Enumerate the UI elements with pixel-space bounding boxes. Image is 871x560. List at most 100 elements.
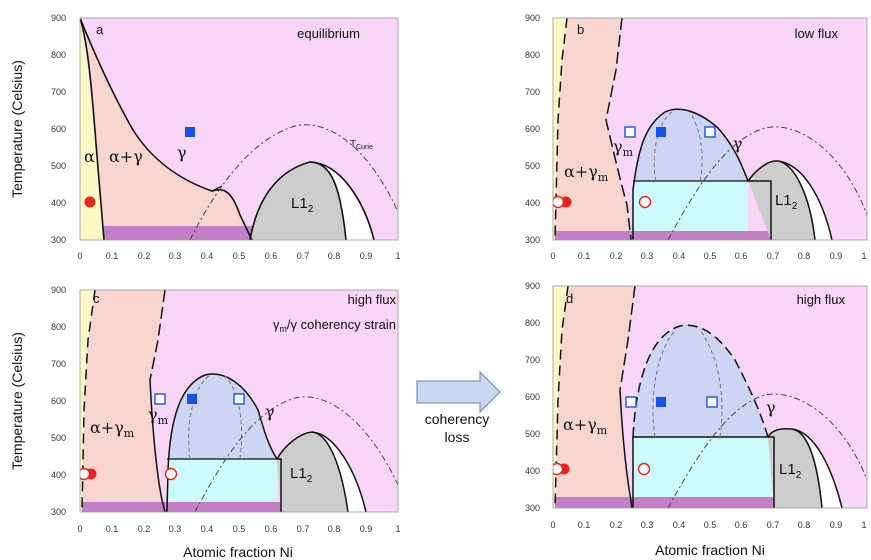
panel-condition: high flux (348, 292, 397, 307)
svg-text:900: 900 (51, 285, 66, 295)
axis-ticks: 900 800 700 600 500 400 300 0 0.1 0.2 0.3 0.4 0.5… (525, 13, 867, 261)
svg-text:0.3: 0.3 (641, 520, 654, 530)
open-square-marker (625, 396, 637, 408)
svg-text:0.4: 0.4 (673, 520, 686, 530)
alpha-region (80, 290, 95, 512)
svg-text:0.3: 0.3 (169, 251, 182, 261)
axis-ticks: 900 800 700 600 500 400 300 0 0.1 0.2 0.3 0.4 0.5… (525, 281, 867, 530)
svg-text:1: 1 (395, 524, 400, 534)
svg-text:1: 1 (395, 251, 400, 261)
phase-label-gamma: γ (177, 143, 187, 162)
svg-text:500: 500 (51, 161, 66, 171)
open-circle-marker (164, 467, 178, 481)
two-phase-white-region (310, 162, 374, 240)
svg-text:0.3: 0.3 (641, 251, 654, 261)
panel-condition: high flux (797, 292, 846, 307)
y-axis-label-bottom: Temperature (Celsius) (9, 332, 25, 470)
alpha-gamma-region (80, 18, 252, 240)
l12-region (768, 428, 822, 508)
y-axis-label-top: Temperature (Celsius) (9, 60, 25, 198)
svg-text:0.5: 0.5 (704, 251, 717, 261)
l12-region (250, 162, 346, 240)
open-square-marker (154, 393, 166, 405)
svg-text:0.1: 0.1 (578, 251, 591, 261)
filled-circle-marker (84, 196, 96, 208)
x-axis-label-right: Atomic fraction Ni (655, 542, 765, 558)
phase-label-gamma: γ (766, 398, 776, 417)
svg-text:0.9: 0.9 (830, 251, 843, 261)
svg-text:0.1: 0.1 (106, 524, 119, 534)
purple-band (104, 226, 252, 240)
open-square-marker (706, 396, 718, 408)
svg-text:0.6: 0.6 (735, 251, 748, 261)
svg-text:0.5: 0.5 (233, 524, 246, 534)
svg-text:0.5: 0.5 (704, 520, 717, 530)
curie-curve (667, 393, 867, 508)
svg-text:0: 0 (77, 524, 82, 534)
arrow-label-line1: coherency (424, 411, 490, 427)
svg-text:0.9: 0.9 (830, 520, 843, 530)
plot-frame (552, 285, 868, 509)
coherency-loss-arrow-icon (416, 370, 501, 414)
svg-text:500: 500 (525, 429, 540, 439)
svg-text:800: 800 (525, 50, 540, 60)
alpha-region (553, 18, 567, 240)
svg-text:1: 1 (861, 251, 866, 261)
open-circle-marker (553, 195, 565, 209)
svg-text:0.7: 0.7 (767, 251, 780, 261)
svg-text:600: 600 (51, 396, 66, 406)
axis-ticks: 900 800 700 600 500 400 300 0 0.1 0.2 0.3 0.4 0.5… (51, 13, 401, 261)
open-circle-marker (553, 462, 564, 476)
svg-text:700: 700 (525, 87, 540, 97)
alpha-gamma-region (555, 18, 631, 240)
alpha-gamma-region (555, 286, 635, 508)
svg-text:700: 700 (51, 359, 66, 369)
phase-label-alpha-gamma-m: α+γm (90, 418, 135, 440)
svg-text:900: 900 (51, 13, 66, 23)
svg-text:0.2: 0.2 (138, 251, 151, 261)
alpha-region (553, 286, 568, 508)
l12-region (277, 432, 348, 512)
svg-text:0.5: 0.5 (233, 251, 246, 261)
svg-text:0.3: 0.3 (169, 524, 182, 534)
svg-text:0.7: 0.7 (297, 524, 310, 534)
axis-ticks: 900 800 700 600 500 400 300 0 0.1 0.2 0.3 0.4 0.5… (51, 285, 401, 534)
filled-square-marker (187, 394, 197, 404)
svg-text:0.4: 0.4 (673, 251, 686, 261)
phase-label-gamma: γ (265, 402, 275, 421)
open-square-marker (704, 126, 716, 138)
svg-text:300: 300 (51, 507, 66, 517)
svg-text:300: 300 (525, 235, 540, 245)
curie-curve (189, 124, 398, 240)
svg-text:0.7: 0.7 (297, 251, 310, 261)
alpha-region (80, 18, 104, 240)
svg-text:0.9: 0.9 (360, 251, 373, 261)
svg-text:0: 0 (550, 520, 555, 530)
svg-text:0: 0 (550, 251, 555, 261)
open-circle-marker (80, 467, 91, 481)
open-circle-marker (637, 462, 651, 476)
filled-square-marker (656, 127, 666, 137)
svg-text:800: 800 (525, 318, 540, 328)
curie-curve (194, 396, 398, 512)
arrow-caption: coherency loss (414, 376, 500, 450)
svg-text:0.6: 0.6 (735, 520, 748, 530)
panel-letter: b (577, 22, 584, 37)
panel-condition: equilibrium (297, 26, 360, 41)
svg-text:0.7: 0.7 (767, 520, 780, 530)
svg-text:0.2: 0.2 (138, 524, 151, 534)
filled-square-marker (185, 127, 195, 137)
filled-square-marker (656, 397, 666, 407)
svg-text:0.6: 0.6 (265, 524, 278, 534)
phase-label-alpha-gamma-m: α+γm (564, 162, 609, 184)
svg-text:400: 400 (51, 198, 66, 208)
svg-text:0.4: 0.4 (201, 524, 214, 534)
purple-band (555, 231, 771, 240)
open-square-marker (233, 393, 245, 405)
plot-frame (79, 289, 399, 513)
svg-text:400: 400 (525, 198, 540, 208)
panel-c: c high flux γm/γ coherency strain α+γm γ… (51, 285, 401, 534)
svg-text:500: 500 (51, 433, 66, 443)
panel-condition: low flux (795, 26, 839, 41)
